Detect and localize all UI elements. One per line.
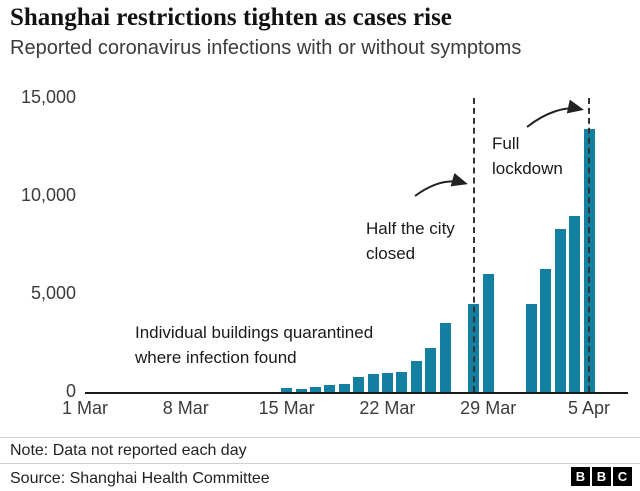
y-tick-label: 15,000 <box>20 87 76 107</box>
bar-23-mar <box>396 372 408 392</box>
annotation-line: closed <box>366 244 416 263</box>
bar-3-apr <box>554 229 566 392</box>
bar-29-mar <box>482 274 494 392</box>
annotation-line: lockdown <box>492 159 563 178</box>
x-tick-label: 22 Mar <box>359 398 416 418</box>
bar-16-mar <box>295 389 307 392</box>
y-tick-label: 5,000 <box>30 283 76 303</box>
bar-1-apr <box>525 303 537 392</box>
bar-26-mar <box>439 323 451 392</box>
x-tick-label: 15 Mar <box>258 398 315 418</box>
y-tick-label: 10,000 <box>20 185 76 205</box>
annotation-line: where infection found <box>135 348 297 367</box>
y-tick-label: 0 <box>65 381 76 401</box>
bar-15-mar <box>281 388 293 392</box>
bar-18-mar <box>324 384 336 392</box>
x-tick-label: 1 Mar <box>61 398 109 418</box>
bar-25-mar <box>425 347 437 392</box>
annotation-line: Individual buildings quarantined <box>135 323 374 342</box>
curved-arrow-icon <box>526 99 584 128</box>
event-line-half-the-city-closed <box>472 98 475 392</box>
x-tick-label: 5 Apr <box>567 398 611 418</box>
chart-subtitle: Reported coronavirus infections with or … <box>10 37 522 59</box>
annotation-buildings-quarantined: Individual buildings quarantined where i… <box>135 320 373 370</box>
chart-title: Shanghai restrictions tighten as cases r… <box>10 4 452 31</box>
bar-20-mar <box>353 377 365 392</box>
annotation-line: Half the city <box>366 219 455 238</box>
bar-22-mar <box>381 372 393 392</box>
x-tick-label: 29 Mar <box>460 398 517 418</box>
bbc-logo-block: B <box>571 467 590 486</box>
annotation-half-city-closed: Half the city closed <box>366 216 455 266</box>
y-axis: 0 5,000 10,000 15,000 <box>0 87 76 401</box>
bar-4-apr <box>569 215 581 392</box>
bar-21-mar <box>367 374 379 392</box>
curved-arrow-icon <box>414 172 468 197</box>
x-axis: 1 Mar 8 Mar 15 Mar 22 Mar 29 Mar 5 Apr <box>62 398 628 420</box>
x-tick-label: 8 Mar <box>162 398 209 418</box>
bar-17-mar <box>309 386 321 392</box>
bbc-logo-block: B <box>592 467 611 486</box>
chart-source: Source: Shanghai Health Committee <box>0 463 640 491</box>
plot-area <box>85 98 628 394</box>
annotation-full-lockdown: Full lockdown <box>492 131 563 181</box>
bar-2-apr <box>540 268 552 392</box>
bar-24-mar <box>410 360 422 392</box>
bar-19-mar <box>338 383 350 392</box>
annotation-line: Full <box>492 134 520 153</box>
bbc-logo: B B C <box>571 467 632 486</box>
bbc-logo-block: C <box>613 467 632 486</box>
chart-note: Note: Data not reported each day <box>0 437 640 463</box>
event-line-full-lockdown <box>588 98 590 392</box>
